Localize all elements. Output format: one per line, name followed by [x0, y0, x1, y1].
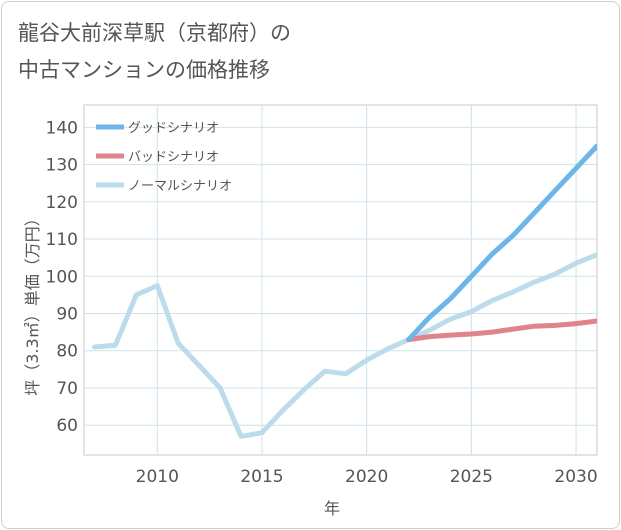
series-line-1 [406, 318, 597, 343]
x-tick-label: 2030 [554, 467, 597, 487]
chart-series-lines [92, 143, 597, 439]
y-tick-label: 90 [56, 305, 78, 325]
y-tick-label: 100 [46, 267, 78, 287]
x-tick-label: 2010 [136, 467, 179, 487]
legend-label: ノーマルシナリオ [128, 179, 232, 194]
legend-label: グッドシナリオ [128, 121, 219, 136]
page-title: 龍谷大前深草駅（京都府）の [18, 21, 291, 45]
y-tick-label: 60 [56, 416, 78, 436]
y-tick-label: 120 [46, 193, 78, 213]
x-axis-tick-labels: 2010 2015 2020 2025 2030 [136, 467, 598, 487]
page-subtitle: 中古マンションの価格推移 [18, 58, 270, 82]
legend-label: バッドシナリオ [128, 150, 219, 165]
x-tick-label: 2025 [450, 467, 493, 487]
y-axis-tick-labels: 60 70 80 90 100 110 120 130 140 [46, 118, 78, 436]
x-axis-label: 年 [324, 499, 340, 518]
y-tick-label: 140 [46, 118, 78, 138]
y-tick-label: 130 [46, 156, 78, 176]
x-tick-label: 2015 [240, 467, 283, 487]
series-line-0 [406, 143, 597, 343]
y-tick-label: 80 [56, 342, 78, 362]
y-axis-label: 坪（3.3㎡）単価（万円） [23, 210, 42, 395]
chart-grid [83, 104, 598, 456]
series-line-2 [92, 252, 597, 439]
plot-area [83, 104, 598, 456]
y-tick-label: 70 [56, 379, 78, 399]
y-tick-label: 110 [46, 230, 78, 250]
x-tick-label: 2020 [345, 467, 388, 487]
